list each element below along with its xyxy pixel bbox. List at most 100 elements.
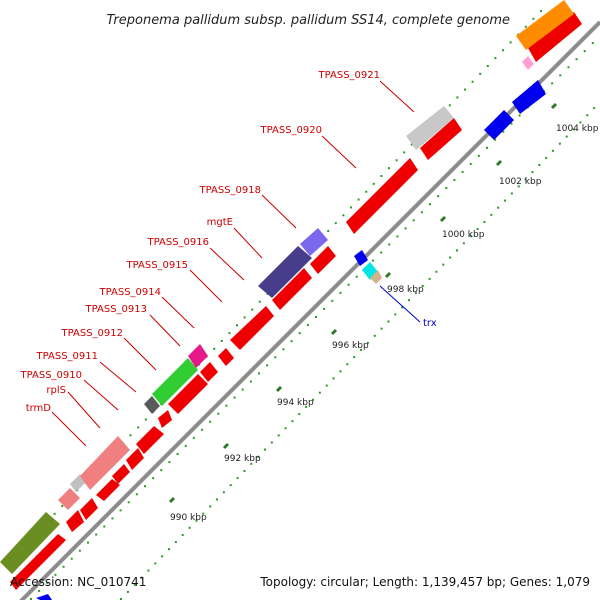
guide-dot xyxy=(236,477,239,480)
blue-gene-arrow[interactable] xyxy=(36,594,52,600)
gene-label[interactable]: TPASS_0912 xyxy=(61,328,123,339)
guide-dot xyxy=(388,167,390,170)
guide-dot xyxy=(437,195,440,198)
guide-dot xyxy=(250,462,253,465)
blue-gene-arrow[interactable] xyxy=(354,250,368,266)
gene-label[interactable]: TPASS_0921 xyxy=(318,70,380,81)
guide-dot xyxy=(342,214,345,217)
gene-arrow[interactable] xyxy=(136,426,164,454)
pink-feature[interactable] xyxy=(80,436,130,490)
gene-arrow[interactable] xyxy=(230,306,274,350)
guide-dot xyxy=(160,469,163,472)
scale-tick-label: 1002 kbp xyxy=(499,177,542,187)
gene-arrow[interactable] xyxy=(272,268,312,310)
pink-feature[interactable] xyxy=(58,488,80,510)
guide-dot xyxy=(532,17,535,20)
gene-label[interactable]: TPASS_0914 xyxy=(99,287,161,298)
guide-dot xyxy=(209,505,212,508)
guide-dot xyxy=(284,427,287,430)
gene-arrow[interactable] xyxy=(420,118,462,160)
scale-tick-mark xyxy=(222,442,230,450)
guide-dot xyxy=(282,348,285,351)
guide-dot xyxy=(140,576,143,579)
guide-dot xyxy=(380,327,383,330)
guide-dot xyxy=(366,341,369,344)
slate-feature[interactable] xyxy=(300,228,328,256)
guide-dot xyxy=(277,434,280,437)
guide-dot xyxy=(228,332,231,335)
gene-arrow[interactable] xyxy=(168,374,208,414)
guide-dot xyxy=(494,57,497,60)
gene-label[interactable]: TPASS_0915 xyxy=(126,260,188,271)
guide-dot xyxy=(339,370,342,373)
trx-label[interactable]: trx xyxy=(423,318,437,329)
guide-dot xyxy=(504,199,506,202)
gene-label[interactable]: TPASS_0916 xyxy=(147,237,209,248)
guide-dot xyxy=(403,151,406,154)
olive-feature[interactable] xyxy=(0,512,60,574)
gene-label[interactable]: TPASS_0910 xyxy=(20,370,82,381)
guide-dot xyxy=(270,441,273,444)
tan-gene[interactable] xyxy=(370,270,382,284)
guide-dot xyxy=(174,541,177,544)
green-feature[interactable] xyxy=(152,358,198,406)
blue-gene-arrow[interactable] xyxy=(484,110,514,140)
guide-dot xyxy=(420,211,423,214)
gene-arrow[interactable] xyxy=(80,498,98,520)
guide-dot xyxy=(357,198,360,201)
blue-gene-arrow[interactable] xyxy=(512,80,546,114)
guide-dot xyxy=(479,72,482,75)
magenta-feature[interactable] xyxy=(188,344,208,368)
guide-dot xyxy=(421,284,424,287)
gene-arrow[interactable] xyxy=(10,534,66,590)
guide-dot xyxy=(62,565,65,568)
grey-feature[interactable] xyxy=(144,396,160,414)
guide-dot xyxy=(222,491,225,494)
guide-dot xyxy=(137,426,140,429)
gene-label[interactable]: trmD xyxy=(26,403,52,414)
guide-dot xyxy=(78,549,81,552)
guide-dot xyxy=(477,154,480,157)
gene-label[interactable]: rplS xyxy=(46,385,66,396)
leader-line xyxy=(379,80,415,113)
gene-arrow[interactable] xyxy=(66,510,84,532)
guide-dot xyxy=(540,10,542,12)
guide-dot xyxy=(291,420,294,423)
gene-label[interactable]: TPASS_0920 xyxy=(260,125,322,136)
guide-dot xyxy=(517,185,520,188)
leader-line xyxy=(321,135,357,169)
gene-arrow[interactable] xyxy=(528,12,582,62)
guide-dot xyxy=(144,485,146,488)
gene-arrow[interactable] xyxy=(200,362,218,382)
guide-dot xyxy=(456,96,459,99)
guide-dot xyxy=(435,270,438,273)
gene-arrow[interactable] xyxy=(346,158,418,234)
guide-dot xyxy=(306,324,309,327)
leader-line xyxy=(67,391,101,429)
leader-line xyxy=(261,194,297,229)
scale-tick-label: 996 kbp xyxy=(332,341,369,351)
gene-label[interactable]: TPASS_0913 xyxy=(85,304,147,315)
orange-feature[interactable] xyxy=(516,0,574,50)
gene-label[interactable]: TPASS_0911 xyxy=(36,351,98,362)
grey-feature[interactable] xyxy=(406,106,454,150)
guide-dot xyxy=(538,164,541,167)
gene-arrow[interactable] xyxy=(218,348,234,366)
gene-labels: TPASS_0921 TPASS_0920 TPASS_0918 mgtE TP… xyxy=(20,70,380,414)
gene-arrow[interactable] xyxy=(112,464,130,484)
guide-dot xyxy=(486,65,489,67)
guide-dot xyxy=(583,50,586,53)
guide-dot xyxy=(445,187,448,190)
gene-arrow[interactable] xyxy=(126,448,144,470)
gene-arrow[interactable] xyxy=(96,479,120,501)
slate-feature[interactable] xyxy=(258,246,312,298)
guide-dot xyxy=(476,228,479,231)
trx-leader-line xyxy=(379,285,421,323)
gene-arrow[interactable] xyxy=(310,246,336,274)
guide-dot xyxy=(497,206,500,209)
guide-dot xyxy=(442,263,445,266)
gene-label[interactable]: mgtE xyxy=(207,217,233,228)
gene-arrow[interactable] xyxy=(158,410,172,428)
pink-feature[interactable] xyxy=(522,56,534,70)
gene-label[interactable]: TPASS_0918 xyxy=(199,185,261,196)
